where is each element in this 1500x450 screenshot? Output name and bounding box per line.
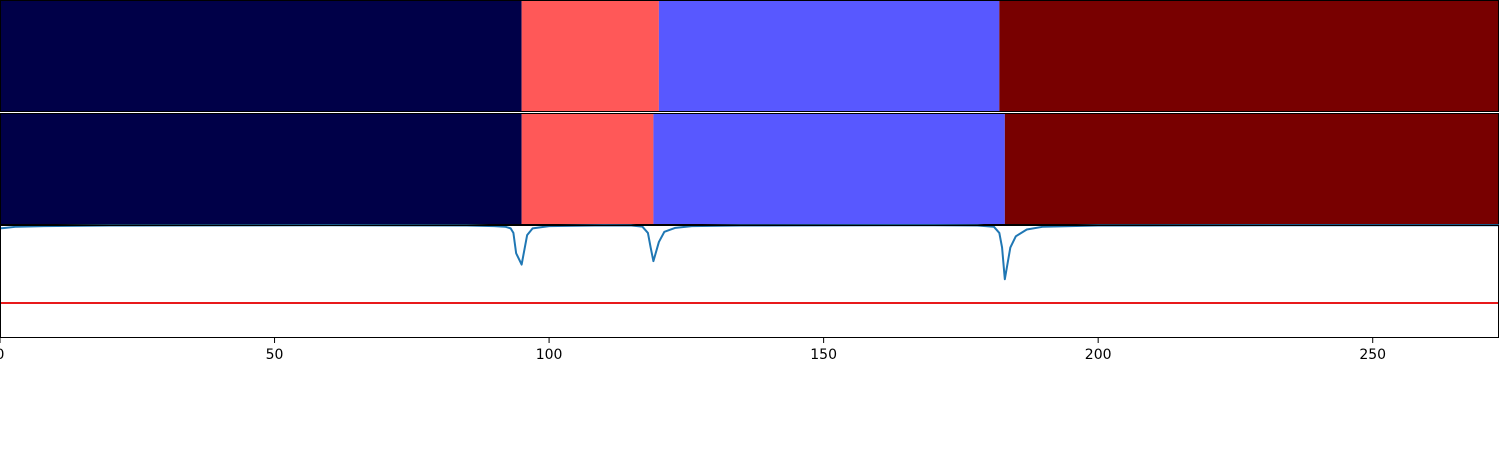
x-tick-label: 50 xyxy=(266,347,284,363)
x-tick-label: 250 xyxy=(1359,347,1386,363)
score-line-plot: 0 50 100 150 200 250 xyxy=(0,224,1499,363)
segment-3 xyxy=(653,113,1005,225)
x-tick-label: 100 xyxy=(536,347,563,363)
x-axis: 0 50 100 150 200 250 xyxy=(0,338,1386,363)
x-tick-label: 150 xyxy=(810,347,837,363)
strip-frame xyxy=(0,113,1499,225)
plot-background xyxy=(0,225,1499,338)
segment-1 xyxy=(0,0,522,112)
strip-frame xyxy=(0,0,1499,112)
segment-3 xyxy=(658,0,1000,112)
segment-4 xyxy=(999,0,1499,112)
plot-frame xyxy=(0,225,1499,338)
segment-2 xyxy=(521,0,659,112)
segment-strip-bottom xyxy=(0,113,1499,225)
x-tick-label: 0 xyxy=(0,347,4,363)
segment-strip-top xyxy=(0,0,1499,112)
segment-1 xyxy=(0,113,522,225)
segment-4 xyxy=(1004,113,1499,225)
segment-2 xyxy=(521,113,654,225)
x-tick-label: 200 xyxy=(1085,347,1112,363)
